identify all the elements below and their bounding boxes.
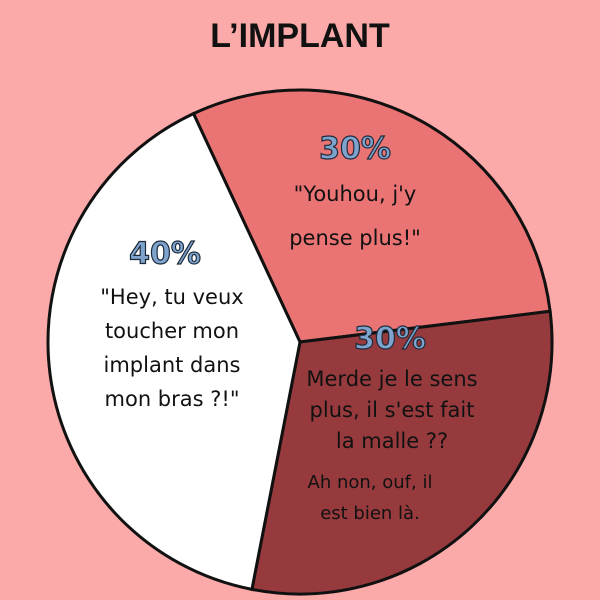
slice-label: implant dans [104,353,241,377]
slice-label: plus, il s'est fait [310,398,475,422]
slice-label: la malle ?? [336,429,448,453]
slice-label: Ah non, ouf, il [308,472,433,493]
slice-label: mon bras ?!" [105,387,240,411]
slice-label: Merde je le sens [306,367,477,391]
value-label: 30% [319,132,391,167]
pie-slice [46,111,302,592]
slice-label: "Hey, tu veux [100,285,243,309]
slice-label: toucher mon [105,319,239,343]
slice-label: est bien là. [320,503,420,524]
pie-slice [191,88,552,344]
slice-label: "Youhou, j'y [294,182,417,206]
value-label: 40% [129,237,201,272]
chart-title: L’IMPLANT [210,17,390,55]
pie-slice [250,309,554,596]
slice-label: pense plus!" [289,226,421,250]
value-label: 30% [354,322,426,357]
